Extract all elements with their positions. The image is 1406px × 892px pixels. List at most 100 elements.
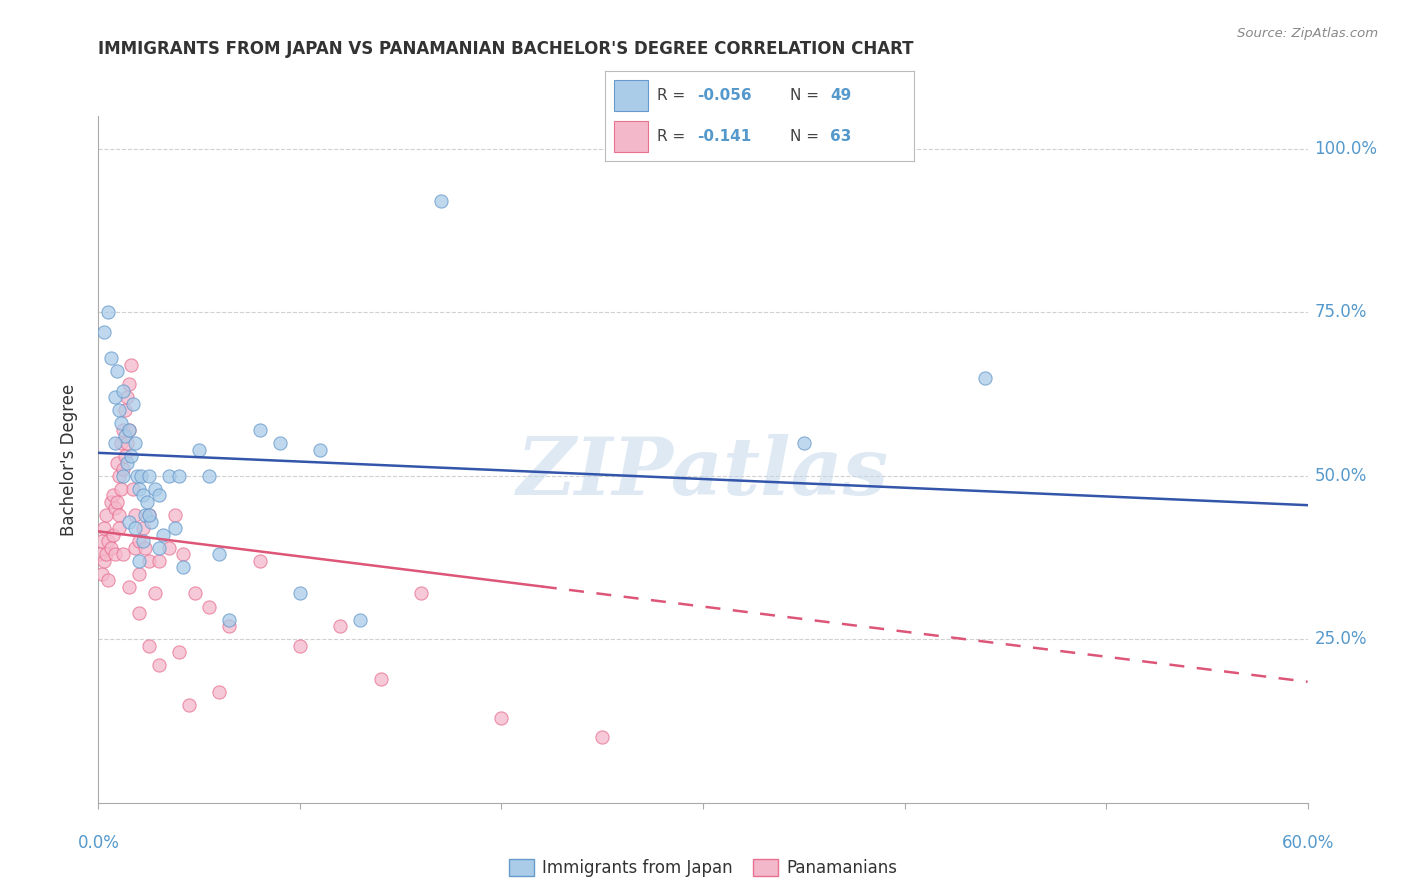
Point bbox=[132, 521, 155, 535]
Point bbox=[269, 436, 291, 450]
Text: -0.141: -0.141 bbox=[697, 129, 752, 144]
Point bbox=[114, 403, 136, 417]
Point bbox=[100, 541, 122, 555]
Point bbox=[249, 423, 271, 437]
Point bbox=[491, 711, 513, 725]
Point bbox=[114, 429, 136, 443]
Point bbox=[152, 527, 174, 541]
Point bbox=[110, 482, 132, 496]
Point bbox=[121, 397, 143, 411]
Point bbox=[111, 468, 134, 483]
Point bbox=[148, 658, 170, 673]
Point bbox=[132, 488, 155, 502]
Y-axis label: Bachelor's Degree: Bachelor's Degree bbox=[59, 384, 77, 535]
Point bbox=[101, 488, 124, 502]
Point bbox=[121, 482, 143, 496]
Bar bbox=[614, 80, 648, 111]
Point bbox=[129, 468, 152, 483]
Point bbox=[111, 423, 134, 437]
Point bbox=[288, 586, 311, 600]
Point bbox=[91, 566, 114, 581]
Point bbox=[97, 534, 120, 549]
Point bbox=[120, 358, 142, 372]
Point bbox=[89, 547, 111, 561]
Point bbox=[138, 639, 160, 653]
Point bbox=[288, 639, 311, 653]
Point bbox=[100, 495, 122, 509]
Text: N =: N = bbox=[790, 129, 824, 144]
Point bbox=[100, 351, 122, 365]
Point bbox=[115, 456, 138, 470]
Point bbox=[249, 554, 271, 568]
Point bbox=[124, 508, 146, 522]
Point bbox=[138, 554, 160, 568]
Point bbox=[198, 468, 221, 483]
Point bbox=[218, 619, 240, 633]
Point bbox=[134, 541, 156, 555]
Point bbox=[111, 462, 134, 476]
Point bbox=[96, 508, 118, 522]
Point bbox=[103, 436, 125, 450]
Point bbox=[118, 423, 141, 437]
Point bbox=[409, 586, 432, 600]
Point bbox=[157, 468, 180, 483]
Point bbox=[128, 566, 150, 581]
Point bbox=[591, 731, 613, 745]
Point bbox=[139, 515, 162, 529]
Point bbox=[115, 390, 138, 404]
Point bbox=[118, 580, 141, 594]
Text: -0.056: -0.056 bbox=[697, 88, 752, 103]
Point bbox=[148, 541, 170, 555]
Point bbox=[143, 482, 166, 496]
Point bbox=[114, 449, 136, 463]
Point bbox=[107, 508, 129, 522]
Point bbox=[118, 515, 141, 529]
Point bbox=[120, 449, 142, 463]
Legend: Immigrants from Japan, Panamanians: Immigrants from Japan, Panamanians bbox=[502, 852, 904, 884]
Point bbox=[135, 495, 157, 509]
Point bbox=[111, 547, 134, 561]
Point bbox=[107, 521, 129, 535]
Point bbox=[105, 456, 128, 470]
Text: 25.0%: 25.0% bbox=[1315, 631, 1367, 648]
Point bbox=[167, 468, 190, 483]
Point bbox=[148, 554, 170, 568]
Text: 60.0%: 60.0% bbox=[1281, 834, 1334, 852]
Text: Source: ZipAtlas.com: Source: ZipAtlas.com bbox=[1237, 27, 1378, 40]
Point bbox=[349, 613, 371, 627]
Text: N =: N = bbox=[790, 88, 824, 103]
Point bbox=[370, 672, 392, 686]
Text: 100.0%: 100.0% bbox=[1315, 140, 1378, 158]
Text: 49: 49 bbox=[831, 88, 852, 103]
Point bbox=[125, 468, 148, 483]
Point bbox=[124, 521, 146, 535]
Point bbox=[105, 495, 128, 509]
Point bbox=[134, 508, 156, 522]
Bar bbox=[614, 121, 648, 152]
Point bbox=[128, 554, 150, 568]
Point bbox=[329, 619, 352, 633]
Text: IMMIGRANTS FROM JAPAN VS PANAMANIAN BACHELOR'S DEGREE CORRELATION CHART: IMMIGRANTS FROM JAPAN VS PANAMANIAN BACH… bbox=[98, 40, 914, 58]
Point bbox=[148, 488, 170, 502]
Point bbox=[101, 527, 124, 541]
Point bbox=[143, 586, 166, 600]
Point bbox=[132, 534, 155, 549]
Point bbox=[163, 508, 186, 522]
Point bbox=[793, 436, 815, 450]
Text: 50.0%: 50.0% bbox=[1315, 467, 1367, 484]
Text: 63: 63 bbox=[831, 129, 852, 144]
Point bbox=[138, 508, 160, 522]
Point bbox=[96, 547, 118, 561]
Point bbox=[172, 560, 194, 574]
Point bbox=[188, 442, 211, 457]
Point bbox=[208, 684, 231, 698]
Point bbox=[118, 377, 141, 392]
Point bbox=[184, 586, 207, 600]
Point bbox=[198, 599, 221, 614]
Point bbox=[167, 645, 190, 659]
Point bbox=[93, 325, 115, 339]
Point bbox=[177, 698, 201, 712]
Point bbox=[430, 194, 453, 208]
Point bbox=[138, 468, 160, 483]
Point bbox=[103, 547, 125, 561]
